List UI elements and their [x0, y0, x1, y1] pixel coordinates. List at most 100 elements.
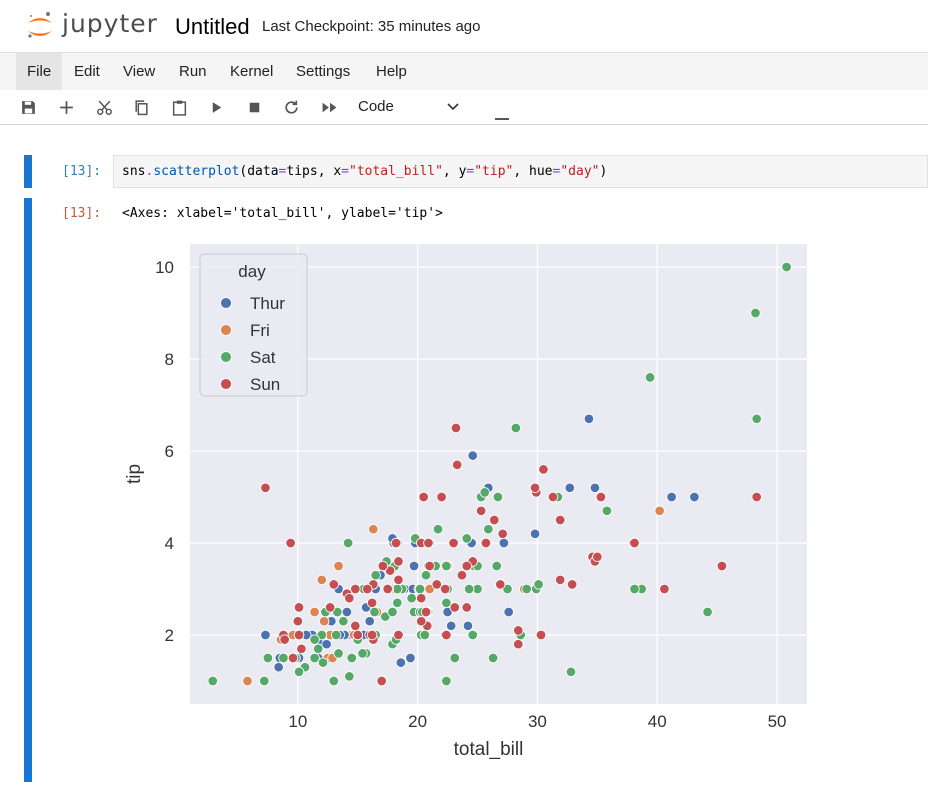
data-point-sun [287, 652, 299, 664]
data-point-sun [751, 491, 762, 503]
input-prompt: [13]: [62, 164, 102, 179]
data-point-sat [207, 675, 219, 687]
save-icon[interactable] [13, 90, 43, 124]
data-point-sat [461, 533, 473, 544]
code-token: "total_bill" [349, 164, 443, 179]
legend-label-thur: Thur [250, 294, 285, 313]
data-point-sat [392, 597, 403, 609]
data-point-thur [529, 528, 541, 540]
data-point-sat [333, 648, 344, 659]
jupyter-logo-icon[interactable] [24, 10, 56, 42]
cut-icon[interactable] [89, 90, 119, 124]
data-point-sun [456, 569, 468, 581]
data-point-sun [420, 606, 432, 618]
data-point-sat [369, 606, 380, 618]
data-point-sun [592, 551, 603, 563]
output-cell-collapser[interactable] [24, 198, 32, 782]
data-point-sun [497, 528, 508, 540]
notebook-title[interactable]: Untitled [175, 14, 250, 39]
data-point-sun [451, 459, 463, 471]
data-point-thur [395, 657, 407, 668]
data-point-sun [441, 629, 452, 641]
code-cell-editor[interactable]: sns.scatterplot(data=tips, x="total_bill… [113, 155, 928, 188]
restart-icon[interactable] [276, 90, 306, 124]
data-point-thur [462, 620, 474, 632]
menu-bar: File Edit View Run Kernel Settings Help [0, 52, 928, 92]
menu-help[interactable]: Help [376, 63, 407, 80]
data-point-sun [489, 514, 500, 526]
menu-file[interactable]: File [16, 53, 63, 91]
data-point-sun [260, 482, 271, 494]
data-point-sat [278, 652, 289, 664]
data-point-sat [406, 592, 417, 604]
y-tick-label: 10 [155, 258, 174, 277]
data-point-sun [423, 537, 434, 549]
data-point-thur [689, 491, 700, 503]
code-token: data [247, 164, 279, 179]
data-point-sat [750, 307, 761, 319]
y-tick-label: 2 [165, 626, 174, 645]
legend-marker-thur [220, 297, 232, 309]
code-token: = [341, 164, 349, 179]
data-point-thur [341, 606, 353, 618]
data-point-sun [362, 583, 373, 595]
data-point-sun [480, 537, 492, 549]
add-icon[interactable] [51, 90, 81, 124]
data-point-sat [492, 491, 504, 503]
data-point-fri [333, 560, 344, 572]
data-point-sun [292, 615, 304, 627]
menu-settings[interactable]: Settings [296, 63, 351, 80]
x-tick-label: 30 [528, 712, 547, 731]
code-token: = [552, 164, 561, 179]
data-point-sun [554, 514, 566, 526]
input-cell-collapser[interactable] [24, 155, 32, 188]
data-point-sun [436, 491, 447, 503]
data-point-sun [595, 491, 607, 503]
data-point-thur [408, 560, 420, 572]
code-token: hue [529, 164, 553, 179]
data-point-sun [547, 491, 559, 503]
x-axis-label: total_bill [454, 739, 524, 760]
menu-kernel[interactable]: Kernel [230, 63, 274, 80]
data-point-sat [312, 643, 324, 655]
menu-run[interactable]: Run [179, 63, 207, 80]
legend-marker-fri [220, 324, 232, 336]
scatter-plot: 10 20 30 40 50 2 4 6 8 10 total_bill tip day Thur Fri S… [124, 244, 807, 760]
data-point-sun [293, 629, 305, 641]
data-point-sun [328, 579, 340, 590]
data-point-sun [366, 597, 378, 609]
stop-icon[interactable] [239, 90, 269, 124]
legend-marker-sat [220, 351, 232, 363]
copy-icon[interactable] [126, 90, 156, 124]
fast-forward-icon[interactable] [314, 90, 344, 124]
x-tick-label: 50 [768, 712, 787, 731]
data-point-sat [259, 675, 270, 687]
data-point-sun [350, 583, 361, 595]
code-token: x [333, 164, 342, 179]
paste-icon[interactable] [164, 90, 194, 124]
data-point-sat [441, 560, 452, 572]
data-point-sun [350, 620, 361, 632]
data-point-thur [364, 615, 375, 627]
data-point-thur [405, 652, 416, 664]
data-point-sun [538, 464, 549, 475]
data-point-sun [513, 625, 524, 636]
data-point-sat [293, 666, 305, 678]
code-token: "day" [560, 164, 600, 179]
data-point-sun [439, 583, 451, 595]
data-point-sun [376, 675, 387, 687]
data-point-fri [318, 615, 330, 627]
y-axis-label: tip [124, 464, 145, 484]
last-checkpoint-status: Last Checkpoint: 35 minutes ago [262, 18, 481, 35]
run-icon[interactable] [201, 90, 231, 124]
cell-type-dropdown[interactable]: Code [358, 90, 466, 124]
data-point-sun [659, 583, 670, 595]
code-token: y [458, 164, 467, 179]
menu-view[interactable]: View [123, 63, 156, 80]
data-point-thur [260, 629, 271, 641]
menu-edit[interactable]: Edit [74, 63, 100, 80]
data-point-sun [393, 556, 404, 567]
code-token: tips [286, 164, 318, 179]
data-point-sat [441, 675, 452, 687]
output-prompt: [13]: [62, 206, 102, 221]
